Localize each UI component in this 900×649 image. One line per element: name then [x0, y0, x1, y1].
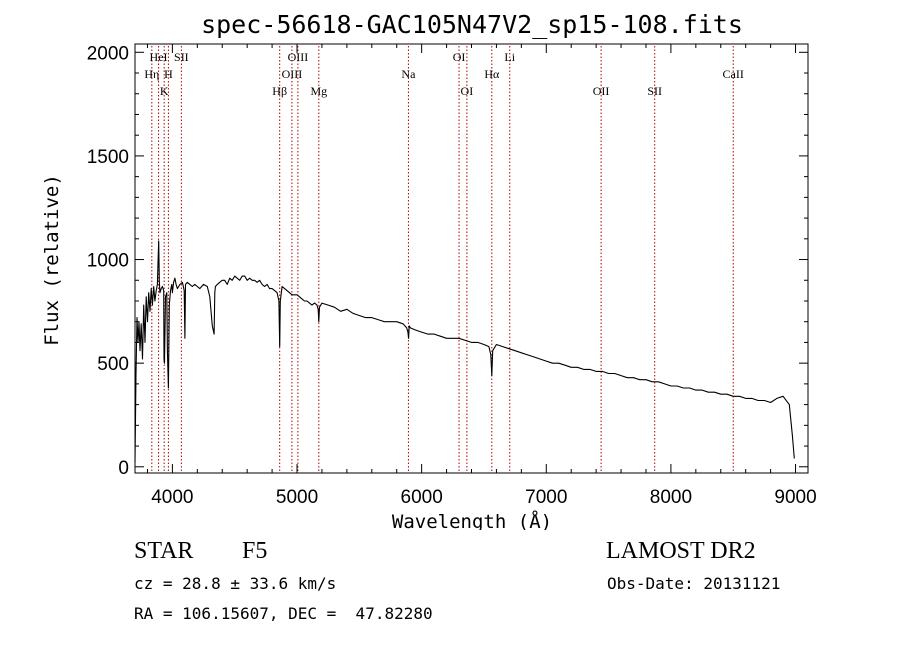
- spectral-line-label: SII: [647, 84, 662, 98]
- y-tick-label: 0: [118, 458, 129, 479]
- chart-title: spec-56618-GAC105N47V2_sp15-108.fits: [201, 10, 743, 39]
- spectral-line-label: Mg: [310, 84, 327, 98]
- redshift-readout: cz = 28.8 ± 33.6 km/s: [134, 574, 337, 593]
- spectral-line-label: OII: [593, 84, 610, 98]
- spectral-line-label: OI: [453, 50, 466, 64]
- plot-frame: [134, 43, 809, 474]
- x-tick-label: 8000: [650, 487, 692, 508]
- spectral-line-label: Hη: [144, 67, 159, 81]
- spectral-line-label: OI: [461, 84, 474, 98]
- spectral-line-label: SII: [174, 50, 189, 64]
- x-tick-label: 5000: [276, 487, 318, 508]
- obs-date: Obs-Date: 20131121: [607, 574, 781, 593]
- spectral-line-label: CaII: [723, 67, 744, 81]
- spectral-line-label: HeI: [150, 50, 168, 64]
- y-tick-label: 1500: [87, 147, 129, 168]
- spectrum-line: [134, 240, 795, 463]
- spectrum-series-group: [134, 240, 795, 463]
- x-tick-label: 4000: [151, 487, 193, 508]
- spectral-line-label: OIII: [288, 50, 309, 64]
- y-tick-label: 500: [97, 354, 129, 375]
- x-tick-label: 9000: [774, 487, 816, 508]
- spectral-line-label: K: [160, 84, 169, 98]
- spectral-line-label: Hβ: [272, 84, 287, 98]
- spectral-lines-group: Hη HeI HK SII Hβ OIII OIII Mg Na OI OI Hα Li OII SII Ca…: [144, 46, 744, 472]
- x-axis-label: Wavelength (Å): [392, 510, 552, 530]
- axes-group: 4000 5000 6000 7000 8000 9000 0 500 1000 1500 2000: [87, 43, 817, 508]
- survey-name: LAMOST DR2: [606, 538, 756, 564]
- y-tick-label: 1000: [87, 251, 129, 272]
- x-tick-label: 7000: [525, 487, 567, 508]
- spectral-line-label: Li: [504, 50, 515, 64]
- spectral-line-label: H: [164, 67, 173, 81]
- spectral-line-label: Na: [401, 67, 416, 81]
- ra-dec-readout: RA = 106.15607, DEC = 47.82280: [134, 604, 433, 623]
- object-type: STAR: [134, 538, 194, 564]
- object-subclass: F5: [242, 538, 268, 564]
- spectral-line-label: OIII: [282, 67, 303, 81]
- x-tick-label: 6000: [401, 487, 443, 508]
- y-tick-label: 2000: [87, 43, 129, 64]
- y-axis-label: Flux (relative): [41, 174, 63, 346]
- spectrum-plot-svg: spec-56618-GAC105N47V2_sp15-108.fits 400…: [41, 10, 817, 533]
- spectral-line-label: Hα: [484, 67, 500, 81]
